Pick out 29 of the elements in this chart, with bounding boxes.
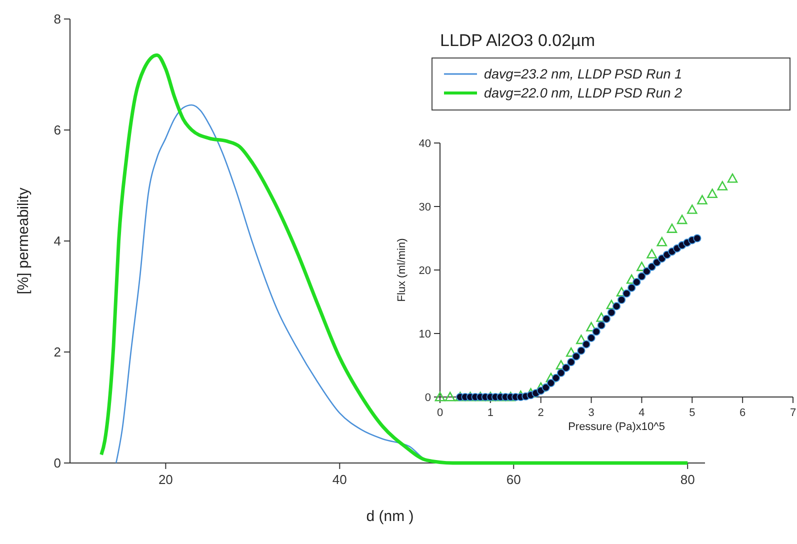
x-tick-label: 0: [436, 407, 444, 419]
legend-label: davg=22.0 nm, LLDP PSD Run 2: [484, 86, 682, 101]
x-tick-label: 4: [638, 407, 645, 419]
x-tick-label: 80: [680, 472, 695, 487]
y-tick-label: 2: [54, 344, 61, 360]
x-axis-title: d (nm ): [366, 508, 414, 525]
legend-label: davg=23.2 nm, LLDP PSD Run 1: [484, 66, 682, 82]
x-tick-label: 3: [588, 407, 594, 419]
x-tick-label: 2: [538, 407, 544, 419]
y-axis-title: [%] permeability: [15, 187, 32, 294]
y-tick-label: 0: [424, 392, 431, 404]
x-tick-label: 6: [740, 407, 746, 419]
y-tick-label: 10: [418, 328, 431, 340]
x-tick-label: 20: [158, 472, 173, 487]
y-tick-label: 8: [54, 12, 61, 27]
y-tick-label: 30: [418, 201, 431, 214]
x-tick-label: 60: [506, 472, 521, 487]
y-tick-label: 6: [54, 122, 61, 138]
y-tick-label: 4: [54, 234, 61, 249]
y-tick-label: 20: [418, 264, 431, 277]
y-axis-title: Flux (ml/min): [396, 238, 408, 302]
x-tick-label: 1: [487, 407, 494, 419]
legend-title: LLDP Al2O3 0.02µm: [440, 31, 596, 50]
x-tick-label: 7: [790, 407, 796, 419]
y-tick-label: 40: [418, 138, 431, 150]
x-tick-label: 5: [689, 407, 696, 419]
y-tick-label: 0: [54, 456, 61, 471]
x-axis-title: Pressure (Pa)x10^5: [568, 421, 665, 433]
x-tick-label: 40: [332, 472, 347, 487]
